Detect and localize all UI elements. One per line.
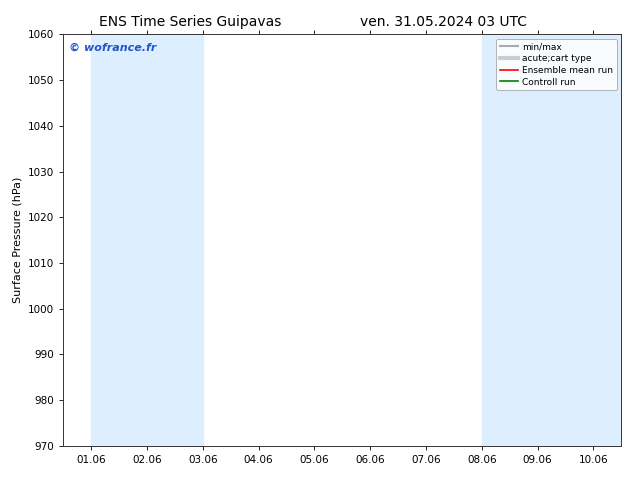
Text: ven. 31.05.2024 03 UTC: ven. 31.05.2024 03 UTC — [360, 15, 527, 29]
Bar — [482, 34, 538, 446]
Text: © wofrance.fr: © wofrance.fr — [69, 43, 157, 52]
Y-axis label: Surface Pressure (hPa): Surface Pressure (hPa) — [13, 177, 23, 303]
Legend: min/max, acute;cart type, Ensemble mean run, Controll run: min/max, acute;cart type, Ensemble mean … — [496, 39, 617, 90]
Text: ENS Time Series Guipavas: ENS Time Series Guipavas — [99, 15, 281, 29]
Bar — [91, 34, 203, 446]
Bar — [538, 34, 593, 446]
Bar — [593, 34, 634, 446]
